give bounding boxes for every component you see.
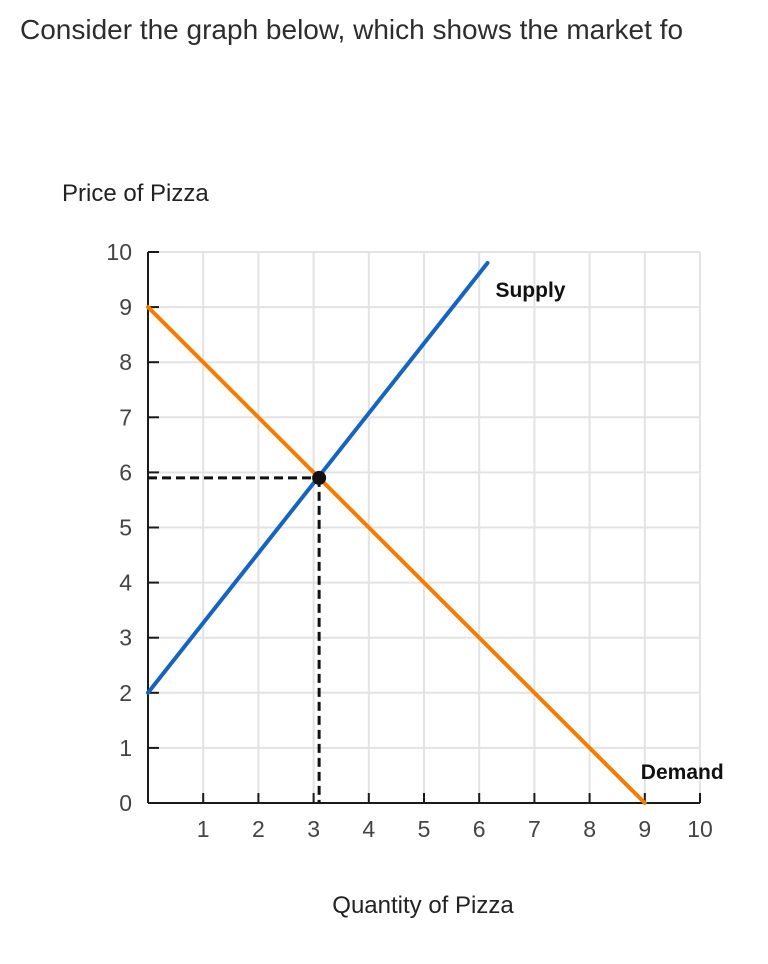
tick-labels: 0 1 2 3 4 5 6 7 8 9 10 1 2 3 4 5 6 7 8 9 10 — [106, 239, 712, 842]
x-tick-label: 9 — [638, 816, 651, 842]
x-tick-label: 6 — [473, 816, 486, 842]
x-tick-label: 10 — [687, 816, 713, 842]
y-tick-label: 1 — [119, 735, 132, 761]
y-tick-label: 4 — [119, 570, 132, 596]
equilibrium-point-group — [312, 470, 327, 485]
x-tick-label: 7 — [528, 816, 541, 842]
series-lines — [146, 261, 647, 805]
demand-label: Demand — [641, 761, 724, 784]
demand-line — [146, 305, 647, 805]
x-axis-title: Quantity of Pizza — [332, 892, 514, 919]
supply-label: Supply — [495, 279, 565, 302]
x-tick-label: 5 — [418, 816, 431, 842]
y-tick-label: 3 — [119, 625, 132, 651]
x-tick-label: 3 — [307, 816, 320, 842]
x-tick-label: 8 — [583, 816, 596, 842]
series-labels: Supply Demand — [495, 279, 723, 784]
y-tick-label: 0 — [119, 790, 132, 816]
equilibrium-guides — [148, 476, 321, 803]
question-text: Consider the graph below, which shows th… — [20, 14, 684, 45]
x-tick-label: 4 — [362, 816, 375, 842]
y-tick-label: 10 — [106, 239, 132, 265]
x-tick-label: 1 — [197, 816, 210, 842]
y-axis-title: Price of Pizza — [62, 180, 209, 207]
y-tick-label: 8 — [119, 349, 132, 375]
y-tick-label: 6 — [119, 459, 132, 485]
grid-lines — [148, 251, 701, 803]
y-tick-label: 7 — [119, 404, 132, 430]
x-tick-label: 2 — [252, 816, 265, 842]
equilibrium-point — [312, 470, 327, 485]
y-tick-label: 5 — [119, 515, 132, 541]
y-tick-label: 9 — [119, 294, 132, 320]
y-tick-label: 2 — [119, 680, 132, 706]
